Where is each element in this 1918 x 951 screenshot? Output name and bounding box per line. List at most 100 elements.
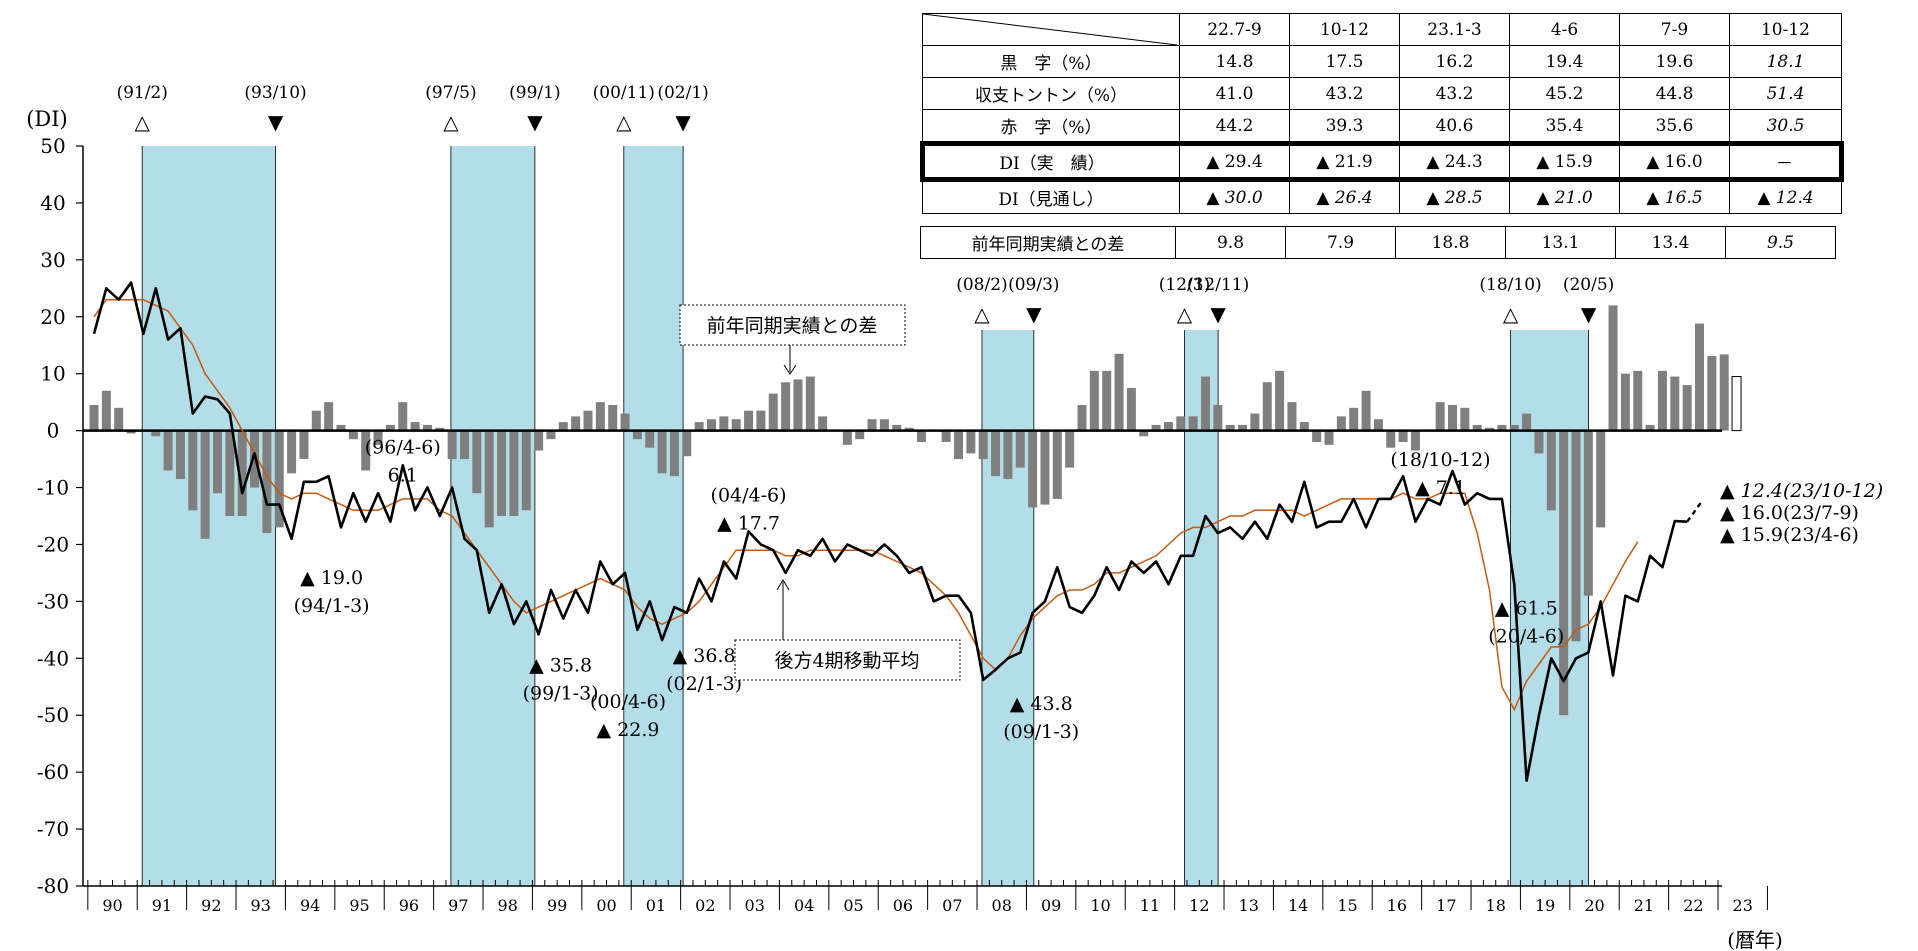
table-row-label: 黒 字（%） <box>922 45 1180 78</box>
diff-bar <box>1238 424 1248 431</box>
diff-bar <box>1670 376 1680 431</box>
diff-bar <box>1299 422 1309 431</box>
chart-lines <box>92 281 1703 782</box>
right-edge-label: ▲ 12.4(23/10-12) <box>1720 480 1883 502</box>
y-tick-label: 10 <box>40 362 65 386</box>
di-annotation: ▲ 36.8 <box>673 645 736 667</box>
y-tick-label: -40 <box>37 646 69 670</box>
diff-bar <box>101 390 111 431</box>
x-tick-label: 04 <box>794 896 814 915</box>
diff-bar <box>558 422 568 431</box>
table-cell: ▲ 26.4 <box>1289 179 1400 214</box>
table-row-label: DI（見通し） <box>922 179 1180 214</box>
table-cell: ▲ 24.3 <box>1399 141 1510 182</box>
di-annotation-sub: (02/1-3) <box>666 673 742 695</box>
x-tick-label: 97 <box>448 896 468 915</box>
diff-bar <box>460 430 469 460</box>
table-header-cell: 10-12 <box>1289 13 1400 46</box>
diff-bar <box>274 430 284 528</box>
trough-date-label: (12/11) <box>1187 275 1249 295</box>
diff-bar <box>682 430 692 457</box>
di-annotation-sub: (94/1-3) <box>294 595 370 617</box>
diff-bar <box>1410 430 1420 451</box>
diff-bar <box>1633 370 1643 431</box>
table-row-akaji: 赤 字（%） 44.2 39.3 40.6 35.4 35.6 30.5 <box>922 109 1842 144</box>
diff-bar <box>1583 430 1593 596</box>
diff-bar <box>805 376 815 431</box>
diff-bar <box>904 427 914 431</box>
diff-bar <box>632 430 642 440</box>
diff-bar <box>694 422 704 431</box>
diff-bar <box>1522 413 1532 431</box>
diff-bar <box>1695 323 1704 431</box>
diff-bar <box>1497 424 1507 431</box>
diff-bar <box>657 430 667 474</box>
peak-date-label: (91/2) <box>116 83 167 103</box>
diff-bar <box>719 416 729 431</box>
table-row-label: 赤 字（%） <box>922 109 1180 144</box>
chart-labels: (91/2) (93/10)△ ▼(97/5) (99/1)△ ▼(00/11) (02/… <box>116 83 1883 743</box>
diff-bar <box>1448 405 1457 431</box>
diff-bar <box>1731 376 1742 432</box>
y-tick-label: -30 <box>37 589 69 613</box>
ma-callout-box <box>734 639 961 681</box>
x-tick-label: 20 <box>1584 896 1604 915</box>
diff-bar <box>89 405 99 431</box>
trough-marker-icon: ▼ <box>1210 302 1226 326</box>
y-tick-label: -70 <box>37 817 69 841</box>
diff-bar <box>620 413 630 431</box>
di-annotation-sub: ▲ 17.7 <box>717 512 780 534</box>
x-tick-label: 15 <box>1337 896 1357 915</box>
peak-date-label: (12/3) <box>1159 275 1210 295</box>
di-annotation: ▲ 35.8 <box>529 654 592 676</box>
diff-bar <box>1077 405 1087 431</box>
di-annotation: ▲ 43.8 <box>1010 693 1073 715</box>
di-annotation-sub: ▲ 7.1 <box>1415 477 1466 499</box>
diff-bar <box>1139 430 1149 437</box>
diff-bar <box>546 430 556 440</box>
di-annotation: ▲ 61.5 <box>1495 597 1558 619</box>
diff-bar <box>1201 376 1210 431</box>
trough-date-label: (20/5) <box>1563 275 1614 295</box>
x-tick-label: 03 <box>745 896 765 915</box>
table-cell: 51.4 <box>1729 77 1842 110</box>
y-tick-label: 40 <box>40 191 65 215</box>
diff-bar <box>1398 430 1408 442</box>
diff-bar <box>892 424 902 431</box>
x-tick-label: 14 <box>1288 896 1308 915</box>
x-tick-label: 13 <box>1239 896 1259 915</box>
x-tick-label: 93 <box>251 896 271 915</box>
table-header-row: 22.7-9 10-12 23.1-3 4-6 7-9 10-12 <box>922 13 1842 46</box>
diff-bar <box>1312 430 1322 442</box>
di-annotation-sub: 6.1 <box>388 464 418 486</box>
x-tick-label: 05 <box>843 896 863 915</box>
x-tick-label: 91 <box>152 896 172 915</box>
table-cell: ▲ 15.9 <box>1509 141 1620 182</box>
diff-bar <box>1275 370 1285 431</box>
diff-bar <box>373 430 383 445</box>
y-tick-label: 20 <box>40 305 65 329</box>
diff-bar <box>595 402 605 431</box>
table-cell: 19.4 <box>1509 45 1620 78</box>
diff-bar <box>1040 430 1050 505</box>
diff-bar <box>1361 390 1371 431</box>
table-cell: 7.9 <box>1285 226 1396 259</box>
peak-marker-icon: △ <box>1177 302 1193 326</box>
table-cell: 45.2 <box>1509 77 1620 110</box>
diff-bar <box>385 424 395 431</box>
diff-bar <box>1707 356 1717 431</box>
diff-bar <box>1373 419 1383 431</box>
trough-date-label: (09/3) <box>1008 275 1059 295</box>
trough-date-label: (99/1) <box>509 83 560 103</box>
diff-bar <box>237 430 247 516</box>
table-cell: 16.2 <box>1399 45 1510 78</box>
x-tick-label: 10 <box>1090 896 1110 915</box>
trough-date-label: (02/1) <box>657 83 708 103</box>
peak-date-label: (18/10) <box>1479 275 1541 295</box>
table-header-cell: 7-9 <box>1619 13 1730 46</box>
di-annotation-sub: (99/1-3) <box>523 682 599 704</box>
y-tick-label: -60 <box>37 760 69 784</box>
diff-bar <box>521 430 531 511</box>
table-cell: 35.4 <box>1509 109 1620 144</box>
